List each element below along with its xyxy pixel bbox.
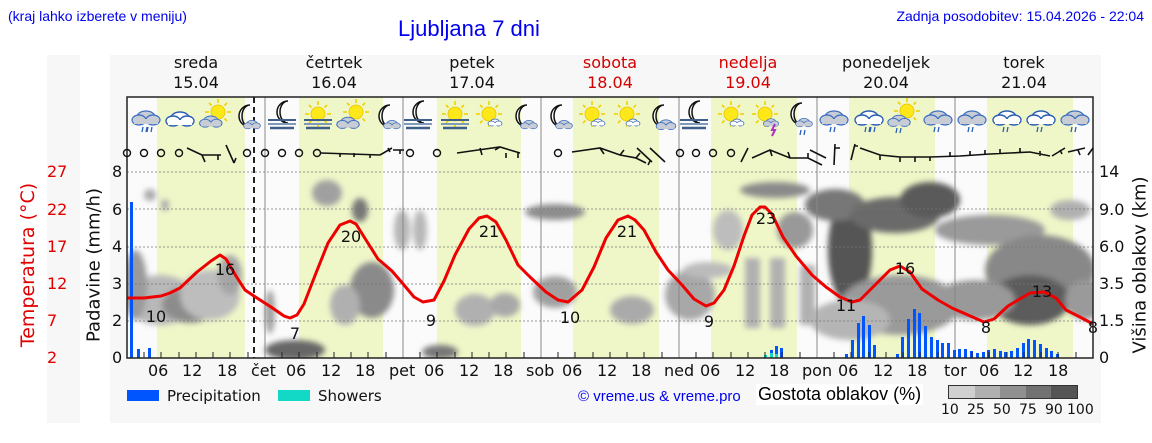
x-tick-label: 12 <box>873 361 894 380</box>
svg-text:11: 11 <box>836 296 856 315</box>
precip-tick: 4 <box>112 237 123 256</box>
x-tick-label: 12 <box>1013 361 1034 380</box>
x-tick-label: 06 <box>424 361 445 380</box>
x-tick-label: 18 <box>631 361 652 380</box>
cloud-density-label: Gostota oblakov (%) <box>756 384 924 405</box>
svg-text:21: 21 <box>479 222 499 241</box>
x-tick-label: 18 <box>907 361 928 380</box>
precip-tick: 0 <box>112 348 123 367</box>
day-label-cetrtek: četrtek 16.04 <box>305 53 363 92</box>
day-label-torek: torek 21.04 <box>1001 53 1047 92</box>
svg-text:8: 8 <box>981 318 991 337</box>
density-tick: 100 <box>1067 402 1094 418</box>
cloud-height-tick: 0 <box>1099 348 1110 367</box>
legend-precipitation: Precipitation <box>167 387 261 405</box>
x-tick-label: 18 <box>493 361 514 380</box>
density-tick: 50 <box>993 402 1011 418</box>
precipitation-bars <box>130 202 1059 358</box>
last-update-text: Zadnja posodobitev: 15.04.2026 - 22:04 <box>896 8 1144 24</box>
x-tick-label: ned <box>664 361 695 380</box>
x-tick-label: pet <box>389 361 416 380</box>
svg-text:10: 10 <box>560 308 580 327</box>
density-swatch-10 <box>949 386 975 398</box>
x-tick-label: 12 <box>597 361 618 380</box>
showers-swatch <box>278 390 310 401</box>
svg-text:13: 13 <box>1032 282 1052 301</box>
x-tick-label: 06 <box>286 361 307 380</box>
weather-icons-row <box>131 97 1090 137</box>
density-tick: 10 <box>941 402 959 418</box>
svg-text:23: 23 <box>756 209 776 228</box>
sun-thunder-icon <box>751 100 780 137</box>
x-tick-label: 06 <box>148 361 169 380</box>
x-tick-label: 06 <box>979 361 1000 380</box>
x-tick-marks <box>143 352 1077 358</box>
x-tick-label: 12 <box>459 361 480 380</box>
temp-tick: 17 <box>47 237 68 256</box>
precip-tick: 3 <box>112 274 123 293</box>
density-tick: 25 <box>967 402 985 418</box>
legend-showers: Showers <box>318 387 382 405</box>
precip-tick: 2 <box>112 311 123 330</box>
x-tick-label: 12 <box>182 361 203 380</box>
precipitation-swatch <box>127 390 159 401</box>
x-tick-label: 12 <box>321 361 342 380</box>
x-tick-label: 18 <box>1048 361 1069 380</box>
temp-tick: 12 <box>47 274 68 293</box>
density-swatch-90 <box>1051 386 1077 398</box>
density-swatch-25 <box>974 386 1001 398</box>
cloud-height-tick: 9.0 <box>1099 200 1125 219</box>
day-separators <box>264 97 956 358</box>
cloud-density-scale <box>948 385 1078 399</box>
x-tick-label: tor <box>944 361 967 380</box>
x-tick-label: 06 <box>562 361 583 380</box>
day-label-sreda: sreda 15.04 <box>173 53 219 92</box>
x-tick-label: 18 <box>769 361 790 380</box>
svg-text:7: 7 <box>290 324 300 343</box>
x-tick-label: 06 <box>700 361 721 380</box>
x-tick-label: 06 <box>838 361 859 380</box>
wind-row <box>122 143 1094 166</box>
cloud-height-tick: 6.0 <box>1099 237 1125 256</box>
temp-tick: 22 <box>47 200 68 219</box>
temp-tick: 27 <box>47 162 68 181</box>
svg-text:16: 16 <box>895 259 915 278</box>
copyright-link[interactable]: © vreme.us & vreme.pro <box>578 388 741 405</box>
svg-text:9: 9 <box>426 311 436 330</box>
density-tick: 90 <box>1045 402 1063 418</box>
temperature-line <box>127 205 1094 326</box>
density-swatch-75 <box>1025 386 1052 398</box>
cloud-height-tick: 14 <box>1099 162 1120 181</box>
page-title: Ljubljana 7 dni <box>398 16 540 41</box>
precip-tick: 8 <box>112 162 123 181</box>
cloud-height-tick: 1.5 <box>1099 311 1125 330</box>
svg-text:20: 20 <box>341 227 361 246</box>
cloud-height-tick: 3.5 <box>1099 274 1125 293</box>
density-tick: 75 <box>1019 402 1037 418</box>
x-tick-label: 18 <box>217 361 238 380</box>
x-tick-label: sob <box>526 361 555 380</box>
svg-text:16: 16 <box>215 260 235 279</box>
temperature-axis-panel <box>47 55 80 423</box>
precip-tick: 6 <box>112 200 123 219</box>
day-label-petek: petek 17.04 <box>449 53 495 92</box>
x-tick-label: 12 <box>735 361 756 380</box>
temp-tick: 7 <box>47 311 58 330</box>
day-label-ponedeljek: ponedeljek 20.04 <box>842 53 930 92</box>
day-label-sobota: sobota 18.04 <box>582 53 638 92</box>
x-tick-label: 18 <box>355 361 376 380</box>
day-label-nedelja: nedelja 19.04 <box>718 53 778 92</box>
region-hint-link[interactable]: (kraj lahko izberete v meniju) <box>8 8 187 24</box>
gridlines <box>127 171 1093 322</box>
svg-text:21: 21 <box>617 222 637 241</box>
density-swatch-50 <box>1000 386 1026 398</box>
svg-text:9: 9 <box>704 312 714 331</box>
svg-text:10: 10 <box>146 307 166 326</box>
x-tick-label: pon <box>802 361 833 380</box>
temp-tick: 2 <box>47 348 58 367</box>
x-tick-label: čet <box>251 361 276 380</box>
